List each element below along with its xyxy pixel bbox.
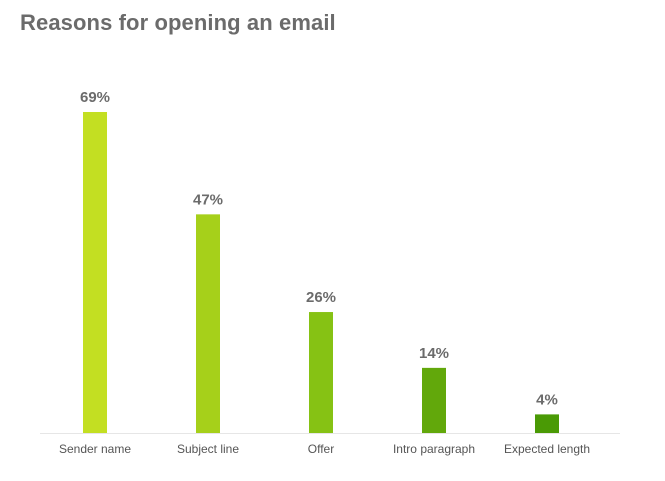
value-label-sender-name: 69% — [80, 89, 110, 106]
x-tick-label-expected-length: Expected length — [504, 442, 590, 456]
bar-offer — [309, 312, 333, 433]
x-tick-label-subject-line: Subject line — [177, 442, 239, 456]
bar-sender-name — [83, 112, 107, 433]
x-tick-label-sender-name: Sender name — [59, 442, 131, 456]
value-label-intro-paragraph: 14% — [419, 345, 449, 362]
value-label-expected-length: 4% — [536, 391, 558, 408]
bar-subject-line — [196, 214, 220, 433]
bar-intro-paragraph — [422, 367, 446, 433]
x-tick-label-intro-paragraph: Intro paragraph — [393, 442, 475, 456]
chart-title: Reasons for opening an email — [20, 10, 336, 35]
x-tick-labels-group: Sender name Subject line Offer Intro paragr… — [59, 442, 590, 456]
value-label-subject-line: 47% — [193, 191, 223, 208]
value-labels-group: 69% 47% 26% 14% 4% — [80, 89, 558, 408]
bar-expected-length — [535, 414, 559, 433]
x-tick-label-offer: Offer — [308, 442, 334, 456]
value-label-offer: 26% — [306, 289, 336, 306]
bars-group — [83, 112, 559, 433]
